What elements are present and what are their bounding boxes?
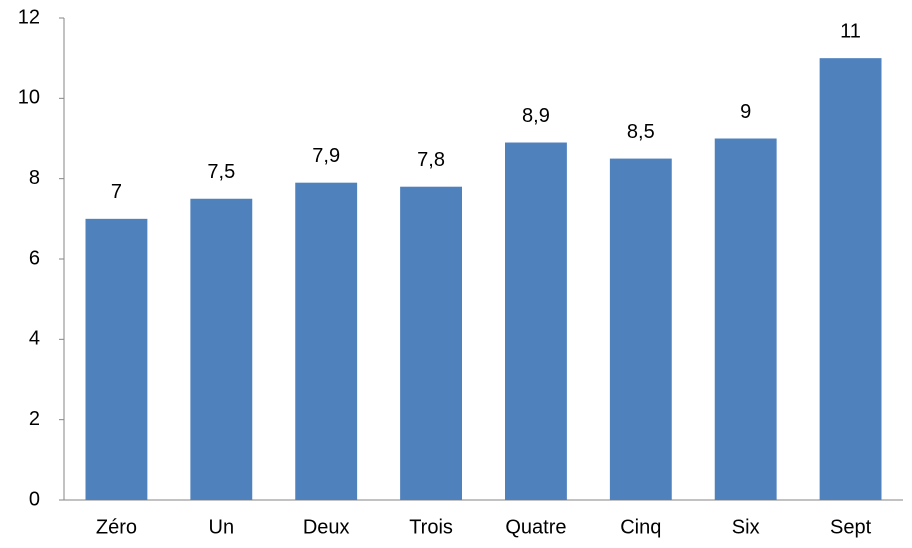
value-label: 8,9 <box>522 105 550 127</box>
x-tick-label: Six <box>732 516 760 538</box>
bar <box>190 198 253 500</box>
value-label: 9 <box>740 101 751 123</box>
x-tick-label: Un <box>209 516 235 538</box>
y-tick-label: 10 <box>18 87 40 109</box>
x-tick-label: Zéro <box>96 516 137 538</box>
bar <box>85 218 148 501</box>
bar <box>609 158 672 501</box>
x-tick-label: Trois <box>409 516 453 538</box>
y-tick-label: 6 <box>29 247 40 269</box>
y-tick-label: 0 <box>29 488 40 510</box>
y-tick-label: 2 <box>29 408 40 430</box>
bar <box>295 182 358 500</box>
y-tick-label: 8 <box>29 167 40 189</box>
y-tick-label: 4 <box>29 328 40 350</box>
x-tick-label: Cinq <box>620 516 661 538</box>
x-tick-label: Sept <box>830 516 872 538</box>
value-label: 7 <box>111 181 122 203</box>
x-tick-label: Quatre <box>505 516 566 538</box>
value-label: 7,9 <box>312 145 340 167</box>
value-label: 11 <box>840 20 861 42</box>
bar <box>504 142 567 500</box>
value-label: 7,8 <box>417 149 445 171</box>
value-label: 8,5 <box>627 121 655 143</box>
value-label: 7,5 <box>207 161 235 183</box>
bar <box>819 58 882 501</box>
bar <box>400 186 463 500</box>
y-tick-label: 12 <box>18 6 40 28</box>
x-tick-label: Deux <box>303 516 350 538</box>
bar <box>714 138 777 500</box>
